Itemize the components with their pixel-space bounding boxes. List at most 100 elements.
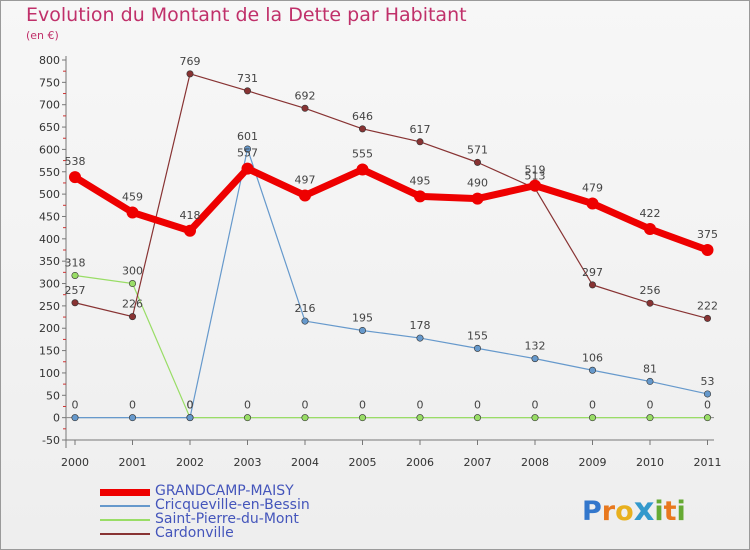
y-tick-label: 50 [46, 389, 60, 402]
data-point [473, 344, 481, 352]
logo-letter: r [601, 496, 616, 527]
data-label: 422 [640, 207, 661, 220]
data-label: 0 [417, 399, 424, 412]
y-tick-label: 0 [53, 412, 60, 425]
data-label: 53 [701, 375, 715, 388]
data-label: 256 [640, 284, 661, 297]
y-tick-label: 700 [39, 99, 60, 112]
x-tick-label: 2004 [291, 456, 319, 469]
data-label: 0 [129, 399, 136, 412]
data-label: 0 [532, 399, 539, 412]
data-point [416, 334, 424, 342]
data-point [471, 192, 484, 205]
data-label: 0 [647, 399, 654, 412]
data-point [71, 299, 79, 307]
data-label: 0 [474, 399, 481, 412]
x-tick-label: 2002 [176, 456, 204, 469]
data-point [241, 162, 254, 175]
data-point [703, 314, 711, 322]
data-point [416, 138, 424, 146]
logo-letter: o [615, 496, 634, 527]
data-label: 0 [302, 399, 309, 412]
data-point [71, 414, 79, 422]
data-point [588, 281, 596, 289]
data-point [356, 163, 369, 176]
data-point [299, 189, 311, 202]
logo-letter: i [676, 496, 686, 527]
data-label: 459 [122, 190, 143, 203]
logo-letter: i [654, 496, 664, 527]
logo-letter: P [582, 496, 602, 527]
y-tick-label: 400 [39, 233, 60, 246]
chart-title: Evolution du Montant de la Dette par Hab… [26, 4, 467, 26]
data-label: 557 [237, 147, 258, 160]
data-label: 216 [295, 302, 316, 315]
data-label: 318 [65, 256, 86, 269]
legend-swatch [100, 505, 150, 507]
y-tick-label: 100 [39, 367, 60, 380]
x-tick-label: 2008 [521, 456, 549, 469]
data-point [416, 414, 424, 422]
data-label: 178 [410, 319, 431, 332]
y-tick-label: 300 [39, 278, 60, 291]
data-point [186, 414, 194, 422]
data-label: 222 [697, 299, 718, 312]
data-label: 0 [187, 399, 194, 412]
data-point [301, 414, 309, 422]
data-point [473, 158, 481, 166]
data-point [529, 179, 541, 192]
data-label: 538 [65, 155, 86, 168]
legend-label: GRANDCAMP-MAISY [155, 483, 294, 499]
x-tick-label: 2010 [636, 456, 664, 469]
x-tick-label: 2005 [349, 456, 377, 469]
y-tick-label: 600 [39, 143, 60, 156]
data-point [184, 224, 196, 237]
y-tick-label: 350 [39, 255, 60, 268]
data-label: 479 [582, 182, 603, 195]
y-tick-label: 800 [39, 54, 60, 67]
data-label: 0 [589, 399, 596, 412]
data-label: 769 [180, 55, 201, 68]
y-tick-label: 500 [39, 188, 60, 201]
data-label: 132 [525, 340, 546, 353]
data-point [531, 355, 539, 363]
data-point [646, 414, 654, 422]
y-tick-label: 450 [39, 210, 60, 223]
data-label: 81 [643, 362, 657, 375]
y-tick-label: 750 [39, 76, 60, 89]
x-tick-label: 2009 [579, 456, 607, 469]
data-label: 0 [359, 399, 366, 412]
data-point [301, 104, 309, 112]
y-tick-label: 550 [39, 166, 60, 179]
data-point [71, 271, 79, 279]
data-point [129, 280, 137, 288]
legend-label: Saint-Pierre-du-Mont [155, 511, 299, 527]
data-point [531, 414, 539, 422]
legend-label: Cricqueville-en-Bessin [155, 497, 310, 513]
legend-swatch [100, 519, 150, 521]
x-tick-label: 2006 [406, 456, 434, 469]
data-label: 646 [352, 110, 373, 123]
data-point [644, 222, 656, 235]
x-tick-label: 2011 [694, 456, 722, 469]
data-label: 513 [525, 169, 546, 182]
legend-label: Cardonville [155, 525, 234, 541]
data-point [358, 125, 366, 133]
data-point [129, 313, 137, 321]
legend-swatch [100, 533, 150, 535]
data-label: 497 [295, 173, 316, 186]
chart-unit: (en €) [26, 29, 59, 42]
data-point [588, 366, 596, 374]
data-point [588, 414, 596, 422]
data-point [244, 414, 252, 422]
data-label: 571 [467, 143, 488, 156]
data-label: 375 [697, 228, 718, 241]
data-label: 297 [582, 266, 603, 279]
data-point [358, 326, 366, 334]
data-label: 106 [582, 351, 603, 364]
data-point [244, 145, 252, 153]
data-point [129, 414, 137, 422]
data-label: 490 [467, 177, 488, 190]
